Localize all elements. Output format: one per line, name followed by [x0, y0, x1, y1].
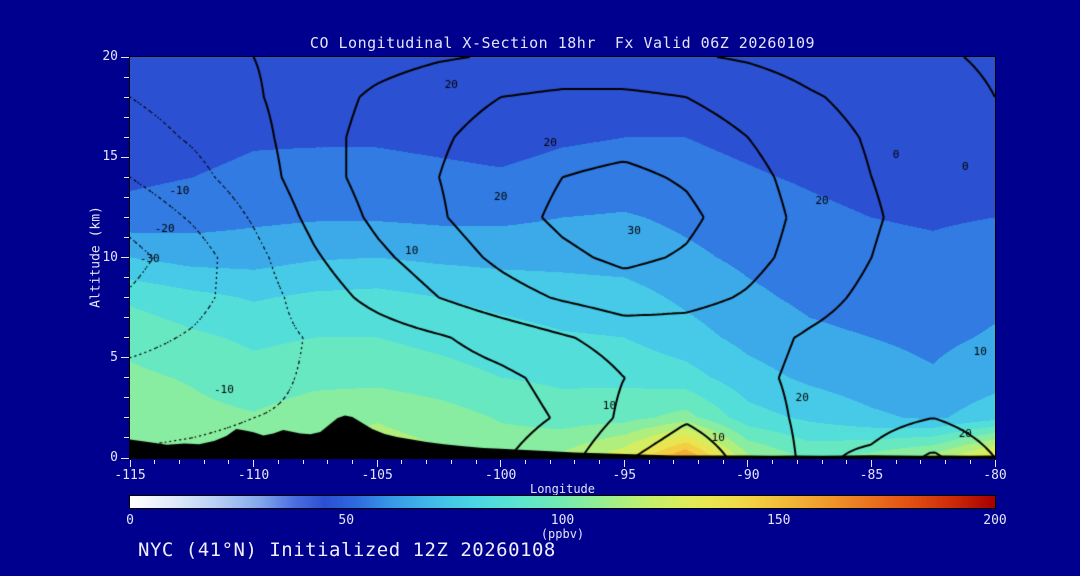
x-tick-label: -80	[983, 468, 1007, 483]
x-tick-mark	[253, 460, 255, 467]
y-minor-tick-mark	[124, 297, 129, 299]
x-minor-tick-mark	[154, 460, 156, 464]
x-minor-tick-mark	[648, 460, 650, 464]
y-tick-mark	[121, 56, 129, 58]
y-tick-label: 0	[110, 450, 118, 465]
x-minor-tick-mark	[920, 460, 922, 464]
x-minor-tick-mark	[351, 460, 353, 464]
x-tick-label: -95	[612, 468, 637, 483]
y-minor-tick-mark	[124, 196, 129, 198]
x-minor-tick-mark	[426, 460, 428, 464]
x-minor-tick-mark	[475, 460, 477, 464]
y-tick-label: 20	[102, 49, 118, 64]
colorbar-tick-label: 50	[338, 513, 355, 528]
y-tick-mark	[121, 257, 129, 258]
y-minor-tick-mark	[124, 176, 129, 178]
x-tick-label: -115	[114, 468, 146, 483]
x-minor-tick-mark	[969, 460, 971, 464]
y-tick-label: 5	[110, 349, 118, 365]
x-minor-tick-mark	[450, 460, 452, 464]
x-tick-label: -110	[237, 468, 270, 483]
x-minor-tick-mark	[228, 460, 230, 464]
x-minor-tick-mark	[722, 460, 724, 464]
colorbar	[129, 495, 996, 509]
x-tick-mark	[376, 460, 378, 467]
colorbar-tick-label: 0	[126, 513, 134, 528]
y-minor-tick-mark	[124, 216, 129, 218]
x-minor-tick-mark	[277, 460, 279, 464]
plot-area	[129, 56, 996, 459]
x-minor-tick-mark	[178, 460, 180, 464]
x-tick-mark	[500, 460, 502, 467]
x-minor-tick-mark	[302, 460, 304, 464]
x-minor-tick-mark	[327, 460, 329, 464]
y-minor-tick-mark	[124, 377, 129, 379]
y-tick-mark	[121, 457, 129, 459]
x-tick-label: -90	[736, 468, 760, 483]
x-tick-mark	[623, 460, 625, 467]
x-minor-tick-mark	[846, 460, 848, 464]
x-minor-tick-mark	[673, 460, 675, 464]
y-minor-tick-mark	[124, 397, 129, 399]
x-minor-tick-mark	[772, 460, 774, 464]
x-tick-label: -105	[361, 468, 393, 483]
y-minor-tick-mark	[124, 236, 129, 238]
y-minor-tick-mark	[124, 116, 129, 118]
y-tick-label: 10	[102, 249, 118, 265]
footer-caption: NYC (41°N) Initialized 12Z 20260108	[138, 539, 556, 561]
x-tick-mark	[747, 460, 749, 467]
y-minor-tick-mark	[124, 96, 129, 98]
x-tick-mark	[994, 460, 996, 467]
x-minor-tick-mark	[945, 460, 947, 464]
y-minor-tick-mark	[124, 337, 129, 339]
x-minor-tick-mark	[549, 460, 551, 464]
chart-title: CO Longitudinal X-Section 18hr Fx Valid …	[309, 34, 816, 52]
colorbar-tick-label: 150	[767, 513, 791, 528]
y-minor-tick-mark	[124, 437, 129, 439]
y-minor-tick-mark	[124, 76, 129, 78]
colorbar-canvas	[130, 496, 995, 508]
colorbar-tick-label: 200	[983, 513, 1007, 528]
x-minor-tick-mark	[697, 460, 699, 464]
x-tick-label: -100	[485, 468, 517, 483]
x-minor-tick-mark	[796, 460, 798, 464]
y-tick-mark	[121, 156, 129, 158]
x-minor-tick-mark	[599, 460, 601, 464]
x-minor-tick-mark	[574, 460, 576, 464]
x-minor-tick-mark	[821, 460, 823, 464]
y-minor-tick-mark	[124, 136, 129, 138]
colorbar-tick-label: 100	[550, 513, 575, 528]
x-minor-tick-mark	[203, 460, 205, 464]
x-tick-label: -85	[859, 468, 884, 483]
y-minor-tick-mark	[124, 277, 129, 279]
y-tick-label: 15	[102, 149, 118, 165]
colorbar-unit-label: (ppbv)	[540, 527, 585, 541]
x-minor-tick-mark	[401, 460, 403, 464]
x-tick-mark	[870, 460, 872, 467]
y-minor-tick-mark	[124, 417, 129, 419]
y-minor-tick-mark	[124, 317, 129, 319]
x-tick-mark	[129, 460, 131, 467]
y-tick-mark	[121, 357, 129, 359]
x-minor-tick-mark	[524, 460, 526, 464]
x-axis-label: Longitude	[529, 482, 596, 496]
heatmap-canvas	[130, 57, 995, 458]
x-minor-tick-mark	[895, 460, 897, 464]
